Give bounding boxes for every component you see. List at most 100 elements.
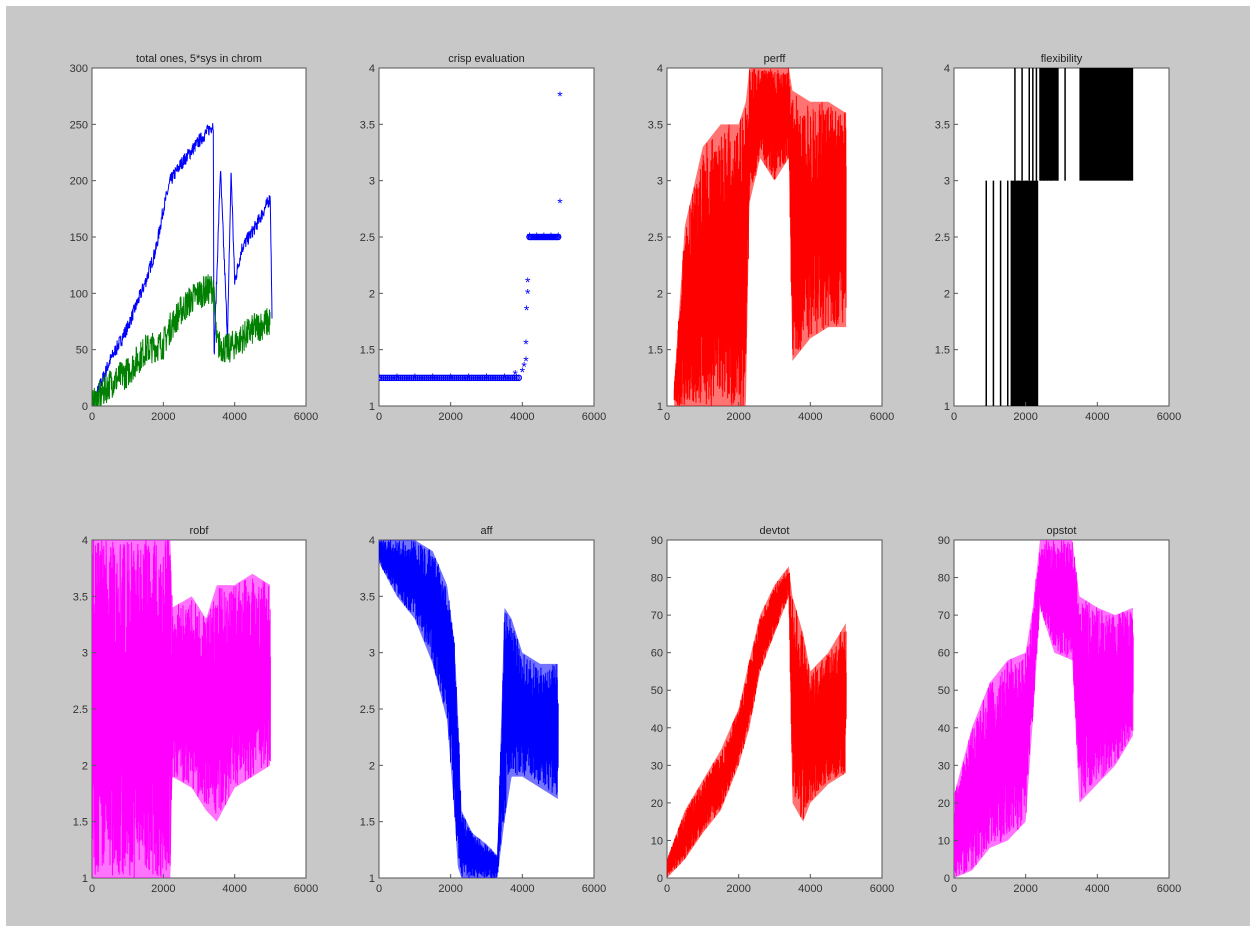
subplot-title: crisp evaluation xyxy=(448,53,524,65)
scatter-marker: * xyxy=(557,88,563,104)
scatter-point xyxy=(386,374,393,382)
y-tick-label: 10 xyxy=(651,835,663,847)
scatter-point xyxy=(407,374,415,382)
x-tick-label: 4000 xyxy=(510,883,534,895)
scatter-point xyxy=(446,374,454,382)
y-tick-label: 1 xyxy=(369,401,375,413)
scatter-point xyxy=(554,233,562,241)
y-tick-label: 40 xyxy=(651,723,663,735)
subplot-5: 0 2000 4000 6000 1 1.5 2 2.5 3 3.5 4 robf xyxy=(73,525,319,895)
y-tick-label: 70 xyxy=(938,610,950,622)
x-tick-label: 2000 xyxy=(726,883,750,895)
series-line-1 xyxy=(92,123,273,406)
scatter-point xyxy=(457,374,464,382)
x-tick-label: 6000 xyxy=(870,411,894,423)
y-tick-label: 3 xyxy=(944,176,950,188)
scatter-marker: * xyxy=(520,364,526,380)
y-tick-label: 1.5 xyxy=(360,817,375,829)
scatter-point xyxy=(470,374,477,382)
y-tick-label: 90 xyxy=(938,535,950,547)
scatter-point xyxy=(416,374,424,382)
scatter-point xyxy=(455,374,462,382)
scatter-point xyxy=(453,374,460,382)
y-tick-label: 1 xyxy=(944,401,950,413)
scatter-point xyxy=(506,374,514,382)
scatter-point xyxy=(410,374,417,382)
scatter-point xyxy=(444,374,452,382)
scatter-marker: * xyxy=(523,353,529,369)
scatter-point xyxy=(397,374,404,382)
x-tick-label: 4000 xyxy=(1085,883,1109,895)
x-tick-label: 6000 xyxy=(294,883,318,895)
scatter-point xyxy=(448,374,456,382)
y-tick-label: 3 xyxy=(657,176,663,188)
y-tick-label: 2 xyxy=(657,288,663,300)
y-tick-label: 2 xyxy=(944,288,950,300)
y-tick-label: 30 xyxy=(651,760,663,772)
scatter-point xyxy=(466,374,473,382)
scatter-point xyxy=(498,374,505,382)
x-tick-label: 4000 xyxy=(222,883,246,895)
series-layer xyxy=(92,123,273,406)
x-tick-label: 2000 xyxy=(438,883,462,895)
scatter-point xyxy=(468,374,475,382)
scatter-point xyxy=(485,374,492,382)
x-tick-label: 0 xyxy=(951,883,957,895)
y-tick-label: 3 xyxy=(369,176,375,188)
scatter-point xyxy=(491,374,499,382)
x-tick-label: 0 xyxy=(89,883,95,895)
x-tick-label: 2000 xyxy=(151,883,175,895)
y-tick-label: 3.5 xyxy=(360,591,375,603)
y-tick-label: 4 xyxy=(82,535,88,547)
subplot-8: 0 2000 4000 6000 0 10 20 30 40 50 60 70 80 90 opstot xyxy=(938,525,1181,895)
scatter-point xyxy=(481,374,488,382)
scatter-point xyxy=(489,374,497,382)
flex-block xyxy=(1079,68,1134,181)
y-tick-label: 4 xyxy=(944,63,950,75)
plot-area xyxy=(91,67,307,407)
x-tick-label: 2000 xyxy=(1013,411,1037,423)
scatter-point xyxy=(440,374,447,382)
y-tick-label: 1 xyxy=(82,873,88,885)
scatter-point xyxy=(425,374,432,382)
scatter-point xyxy=(500,374,507,382)
scatter-point xyxy=(390,374,398,382)
series-line-1 xyxy=(954,540,1134,877)
scatter-point xyxy=(414,374,421,382)
series-layer xyxy=(667,566,847,878)
y-tick-label: 250 xyxy=(70,119,88,131)
scatter-point xyxy=(431,374,439,382)
series-line-2 xyxy=(92,274,271,406)
subplot-title: flexibility xyxy=(1041,53,1083,65)
y-tick-label: 50 xyxy=(938,685,950,697)
scatter-point xyxy=(380,374,387,382)
x-tick-label: 2000 xyxy=(438,411,462,423)
x-tick-label: 4000 xyxy=(222,411,246,423)
scatter-point xyxy=(418,374,426,382)
y-tick-label: 4 xyxy=(369,535,375,547)
y-tick-label: 20 xyxy=(651,798,663,810)
scatter-marker: * xyxy=(512,366,518,382)
scatter-point xyxy=(433,374,441,382)
y-tick-label: 100 xyxy=(70,288,88,300)
figure-canvas: 0 2000 4000 6000 0 50 100 150 200 250 300 total one… xyxy=(6,6,1250,926)
series-layer xyxy=(92,540,271,878)
x-tick-label: 2000 xyxy=(1013,883,1037,895)
scatter-point xyxy=(493,374,501,382)
plot-area xyxy=(378,67,595,407)
y-tick-label: 2.5 xyxy=(935,232,950,244)
subplot-1: 0 2000 4000 6000 0 50 100 150 200 250 300 total one… xyxy=(70,53,319,423)
subplot-7: 0 2000 4000 6000 0 10 20 30 40 50 60 70 80 90 devtot xyxy=(651,525,894,895)
x-tick-label: 6000 xyxy=(582,883,606,895)
y-tick-label: 3 xyxy=(82,648,88,660)
y-tick-label: 2.5 xyxy=(360,232,375,244)
series-layer xyxy=(379,540,559,878)
y-tick-label: 1.5 xyxy=(648,345,663,357)
y-tick-label: 80 xyxy=(938,573,950,585)
y-tick-label: 90 xyxy=(651,535,663,547)
series-line-1 xyxy=(379,540,559,878)
y-tick-label: 30 xyxy=(938,760,950,772)
y-tick-label: 0 xyxy=(944,873,950,885)
x-tick-label: 0 xyxy=(376,411,382,423)
flex-block xyxy=(1011,180,1039,406)
